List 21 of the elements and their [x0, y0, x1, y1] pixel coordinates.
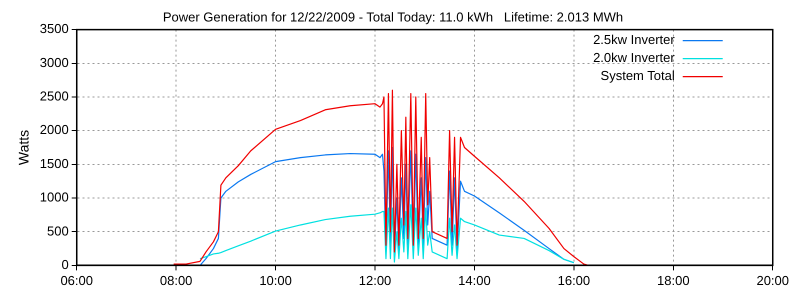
- y-tick-label: 2500: [40, 88, 69, 104]
- y-tick-label: 1500: [40, 156, 69, 171]
- x-tick-label: 14:00: [458, 272, 491, 288]
- legend-label: 2.0kw Inverter: [593, 50, 676, 66]
- x-tick-label: 06:00: [60, 272, 93, 288]
- y-axis-title: Watts: [15, 130, 32, 166]
- chart-title: Power Generation for 12/22/2009 - Total Today: 11.0 kWh Lifetime: 2.013 MWh: [162, 9, 624, 24]
- y-tick-label: 0: [61, 256, 69, 272]
- y-tick-label: 1000: [40, 190, 69, 205]
- y-tick-label: 500: [47, 223, 69, 238]
- legend-label: System Total: [600, 68, 675, 84]
- x-tick-label: 18:00: [657, 272, 690, 288]
- y-tick-label: 3500: [40, 21, 69, 36]
- x-tick-label: 10:00: [259, 272, 292, 288]
- y-tick-label: 3000: [40, 54, 69, 70]
- x-tick-label: 20:00: [756, 272, 790, 288]
- x-tick-label: 08:00: [160, 272, 192, 288]
- legend-label: 2.5kw Inverter: [593, 32, 676, 48]
- x-tick-label: 16:00: [558, 272, 590, 288]
- y-tick-label: 2000: [40, 122, 69, 138]
- x-tick-label: 12:00: [358, 272, 392, 288]
